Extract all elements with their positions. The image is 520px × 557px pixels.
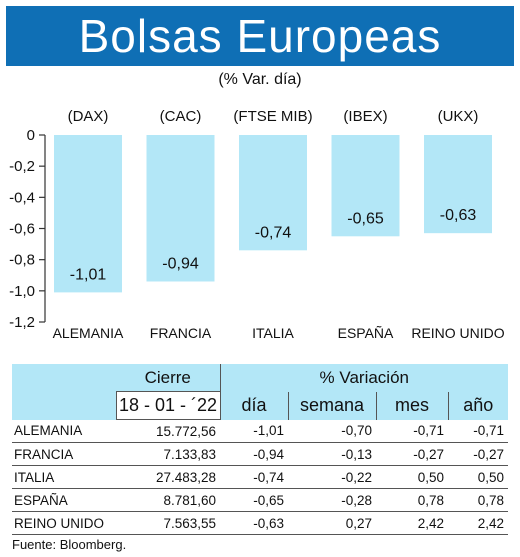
table-row: ITALIA 27.483,28 -0,74 -0,22 0,50 0,50 bbox=[12, 465, 509, 489]
index-label: (CAC) bbox=[160, 108, 202, 125]
y-tick-label: -0,2 bbox=[9, 158, 35, 175]
week-change-cell: -0,22 bbox=[288, 465, 376, 489]
close-cell: 15.772,56 bbox=[116, 419, 220, 443]
table-sub-header-row: 18 - 01 - ´22 día semana mes año bbox=[12, 391, 509, 420]
year-change-cell: -0,71 bbox=[448, 419, 509, 443]
week-change-cell: -0,13 bbox=[288, 442, 376, 466]
table-group-header-row: Cierre % Variación bbox=[12, 364, 509, 392]
country-cell: ESPAÑA bbox=[12, 488, 116, 512]
value-label: -0,65 bbox=[347, 210, 384, 227]
month-change-cell: -0,27 bbox=[376, 442, 448, 466]
value-label: -0,74 bbox=[255, 224, 292, 241]
close-cell: 7.133,83 bbox=[116, 442, 220, 466]
week-change-cell: 0,27 bbox=[288, 511, 376, 535]
country-cell: REINO UNIDO bbox=[12, 511, 116, 535]
index-label: (FTSE MIB) bbox=[233, 108, 312, 125]
y-tick-label: -0,4 bbox=[9, 189, 35, 206]
year-change-cell: 2,42 bbox=[448, 511, 509, 535]
close-cell: 27.483,28 bbox=[116, 465, 220, 489]
category-label: ALEMANIA bbox=[53, 325, 124, 341]
year-change-cell: -0,27 bbox=[448, 442, 509, 466]
index-label: (UKX) bbox=[438, 108, 479, 125]
table-row: REINO UNIDO 7.563,55 -0,63 0,27 2,42 2,42 bbox=[12, 511, 509, 535]
page-title: Bolsas Europeas bbox=[78, 10, 442, 62]
bar bbox=[424, 135, 492, 234]
country-cell: ALEMANIA bbox=[12, 419, 116, 443]
table-row: ALEMANIA 15.772,56 -1,01 -0,70 -0,71 -0,71 bbox=[12, 419, 509, 443]
month-change-cell: 0,78 bbox=[376, 488, 448, 512]
bar bbox=[331, 135, 400, 237]
country-cell: ITALIA bbox=[12, 465, 116, 489]
bar bbox=[239, 135, 307, 251]
country-cell: FRANCIA bbox=[12, 442, 116, 466]
value-label: -0,63 bbox=[440, 207, 477, 224]
category-label: ITALIA bbox=[252, 325, 294, 341]
y-tick-label: -1,2 bbox=[9, 314, 35, 331]
y-tick-label: 0 bbox=[27, 127, 35, 144]
change-group-header: % Variación bbox=[219, 364, 509, 392]
day-header: día bbox=[219, 391, 288, 420]
table-corner bbox=[12, 364, 116, 392]
close-cell: 7.563,55 bbox=[116, 511, 220, 535]
table-row: ESPAÑA 8.781,60 -0,65 -0,28 0,78 0,78 bbox=[12, 488, 509, 512]
year-change-cell: 0,50 bbox=[448, 465, 509, 489]
day-change-cell: -0,63 bbox=[220, 511, 288, 535]
day-change-cell: -0,65 bbox=[220, 488, 288, 512]
table-row: FRANCIA 7.133,83 -0,94 -0,13 -0,27 -0,27 bbox=[12, 442, 509, 466]
week-header: semana bbox=[287, 391, 376, 420]
bar-chart: 0 -0,2 -0,4 -0,6 -0,8 -1,0 -1,2 (DAX) -1,01 ALEMA… bbox=[9, 108, 505, 341]
month-change-cell: 2,42 bbox=[376, 511, 448, 535]
y-tick-label: -0,6 bbox=[9, 221, 35, 238]
y-tick-label: -0,8 bbox=[9, 252, 35, 269]
close-group-header: Cierre bbox=[116, 364, 220, 392]
month-header: mes bbox=[375, 391, 448, 420]
table-corner-lower bbox=[12, 391, 116, 420]
close-cell: 8.781,60 bbox=[116, 488, 220, 512]
bar bbox=[146, 135, 215, 282]
chart-subtitle: (% Var. día) bbox=[218, 71, 302, 88]
day-change-cell: -0,74 bbox=[220, 465, 288, 489]
category-label: FRANCIA bbox=[150, 325, 212, 341]
title-banner: Bolsas Europeas bbox=[6, 6, 514, 66]
category-label: ESPAÑA bbox=[338, 325, 394, 341]
value-label: -0,94 bbox=[162, 255, 199, 272]
month-change-cell: 0,50 bbox=[376, 465, 448, 489]
day-change-cell: -0,94 bbox=[220, 442, 288, 466]
year-header: año bbox=[447, 391, 509, 420]
week-change-cell: -0,28 bbox=[288, 488, 376, 512]
bar bbox=[54, 135, 122, 293]
date-header: 18 - 01 - ´22 bbox=[115, 391, 221, 420]
month-change-cell: -0,71 bbox=[376, 419, 448, 443]
category-label: REINO UNIDO bbox=[411, 325, 504, 341]
day-change-cell: -1,01 bbox=[220, 419, 288, 443]
data-table: Cierre % Variación 18 - 01 - ´22 día sem… bbox=[12, 364, 509, 535]
index-label: (IBEX) bbox=[343, 108, 387, 125]
value-label: -1,01 bbox=[70, 266, 107, 283]
index-label: (DAX) bbox=[68, 108, 109, 125]
source-note: Fuente: Bloomberg. bbox=[12, 537, 127, 552]
week-change-cell: -0,70 bbox=[288, 419, 376, 443]
y-tick-label: -1,0 bbox=[9, 283, 35, 300]
year-change-cell: 0,78 bbox=[448, 488, 509, 512]
